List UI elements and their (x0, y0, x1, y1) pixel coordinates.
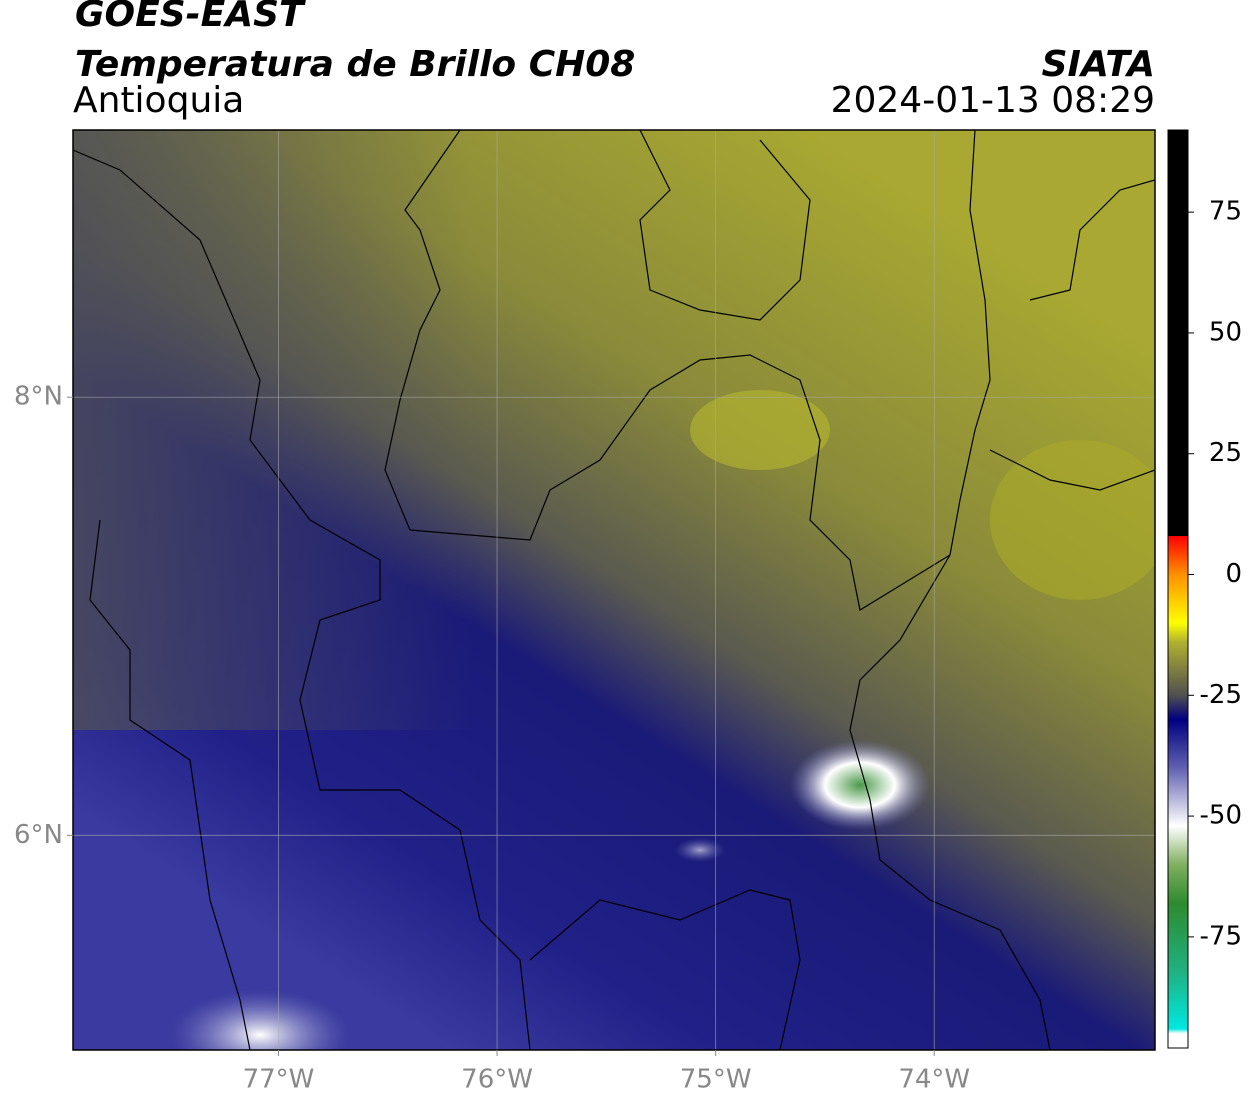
x-tick-label: 77°W (243, 1065, 315, 1095)
cold-cloud (790, 740, 930, 830)
timestamp: 2024-01-13 08:29 (831, 80, 1155, 121)
colorbar-tick-label: 75 (1209, 197, 1242, 227)
y-tick-label: 8°N (14, 382, 63, 412)
x-tick-label: 75°W (680, 1065, 752, 1095)
map (73, 130, 1155, 1050)
warm-patch (690, 390, 830, 470)
colorbar-tick-label: 0 (1225, 559, 1242, 589)
region: Antioquia (73, 80, 244, 121)
colorbar-tick-label: -75 (1200, 921, 1242, 951)
y-tick-label: 6°N (14, 820, 63, 850)
title: GOES-EAST (75, 0, 306, 35)
cold-cloud (675, 838, 725, 862)
x-tick-label: 74°W (898, 1065, 970, 1095)
grid (73, 130, 1155, 1050)
colorbar (1167, 129, 1189, 1049)
colorbar-tick-label: -50 (1200, 801, 1242, 831)
boundaries (73, 130, 1155, 1050)
x-tick-label: 76°W (461, 1065, 533, 1095)
source: SIATA (1042, 44, 1155, 85)
warm-patch (990, 440, 1155, 600)
colorbar-tick-label: 50 (1209, 317, 1242, 347)
cold-cloud (170, 990, 350, 1050)
subtitle: Temperatura de Brillo CH08 (75, 44, 635, 85)
colorbar-tick-label: -25 (1200, 680, 1242, 710)
map-frame (72, 129, 1156, 1051)
map-shade (73, 130, 473, 730)
colorbar-tick-label: 25 (1209, 438, 1242, 468)
